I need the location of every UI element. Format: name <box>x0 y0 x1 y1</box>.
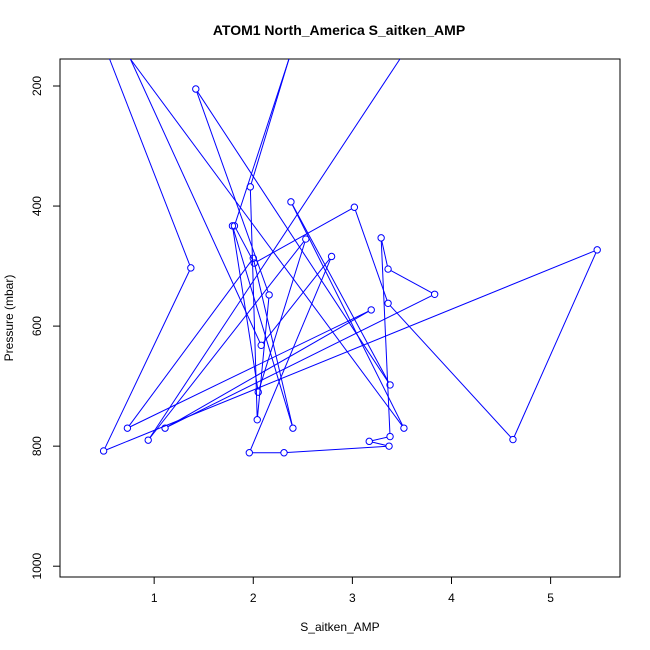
y-tick-label: 800 <box>30 436 44 456</box>
data-point <box>385 442 393 450</box>
data-point <box>280 449 288 457</box>
data-point <box>123 424 132 432</box>
series-segment <box>380 241 391 434</box>
series-segment <box>109 59 191 266</box>
series-lines <box>104 59 597 454</box>
data-point <box>265 291 273 299</box>
series-segment <box>287 445 386 454</box>
data-point <box>228 222 237 230</box>
data-point <box>99 447 108 455</box>
series-segment <box>389 305 512 438</box>
data-point <box>245 449 254 457</box>
series-segment <box>372 441 387 446</box>
series-segment <box>381 240 388 267</box>
data-point <box>249 254 257 262</box>
series-segment <box>129 59 403 426</box>
data-point <box>289 424 297 432</box>
plot-frame <box>59 58 621 578</box>
data-point <box>367 306 375 314</box>
series-segment <box>250 59 290 184</box>
data-point <box>230 222 239 230</box>
y-axis-label: Pressure (mbar) <box>2 275 16 362</box>
data-point <box>386 432 394 441</box>
y-tick-label: 200 <box>30 76 44 96</box>
data-point <box>192 85 200 93</box>
series-segment <box>232 228 293 426</box>
data-point <box>327 252 336 261</box>
data-point <box>187 264 195 272</box>
data-point <box>386 381 394 389</box>
data-point <box>253 416 261 424</box>
data-point <box>509 435 517 444</box>
series-segment <box>292 204 389 383</box>
series-segment <box>262 258 330 344</box>
x-axis-label: S_aitken_AMP <box>300 620 379 634</box>
x-tick-label: 4 <box>448 591 455 605</box>
series-segment <box>250 259 331 450</box>
data-point <box>254 388 262 396</box>
series-segment <box>128 260 252 426</box>
x-tick-label: 3 <box>349 591 356 605</box>
data-point <box>144 436 152 444</box>
series-segment <box>167 311 369 427</box>
series-segment <box>235 228 254 261</box>
data-point <box>365 437 373 446</box>
series-segment <box>258 241 306 390</box>
data-point <box>250 259 258 267</box>
data-point <box>400 424 408 432</box>
y-tick-label: 1000 <box>30 553 44 580</box>
data-point <box>430 290 439 298</box>
series-segment <box>234 59 290 223</box>
x-tick-label: 1 <box>151 591 158 605</box>
series-segment <box>354 210 388 301</box>
series-points <box>99 85 601 457</box>
data-point <box>593 246 601 254</box>
series-segment <box>232 228 259 390</box>
series-segment <box>372 436 388 442</box>
series-segment <box>256 208 352 262</box>
series-segment <box>513 252 597 437</box>
data-point <box>246 183 255 191</box>
y-axis: 200 400 600 800 1000 <box>30 76 60 580</box>
y-tick-label: 400 <box>30 196 44 216</box>
data-point <box>384 299 392 307</box>
x-tick-label: 5 <box>547 591 554 605</box>
data-point <box>384 265 392 273</box>
y-tick-label: 600 <box>30 316 44 336</box>
series-layer <box>99 59 601 457</box>
series-segment <box>291 204 403 426</box>
series-segment <box>149 241 305 438</box>
series-segment <box>390 270 433 294</box>
series-segment <box>167 295 433 428</box>
data-point <box>302 235 310 243</box>
data-point <box>287 198 295 206</box>
x-axis: 1 2 3 4 5 <box>151 577 554 605</box>
series-segment <box>104 270 190 449</box>
x-tick-label: 2 <box>250 591 257 605</box>
series-segment <box>129 59 261 343</box>
data-point <box>257 341 265 350</box>
data-point <box>350 203 359 211</box>
data-point <box>161 424 169 432</box>
series-segment <box>130 310 369 428</box>
data-point <box>377 234 385 242</box>
chart-title: ATOM1 North_America S_aitken_AMP <box>213 22 465 38</box>
series-segment <box>149 59 401 438</box>
